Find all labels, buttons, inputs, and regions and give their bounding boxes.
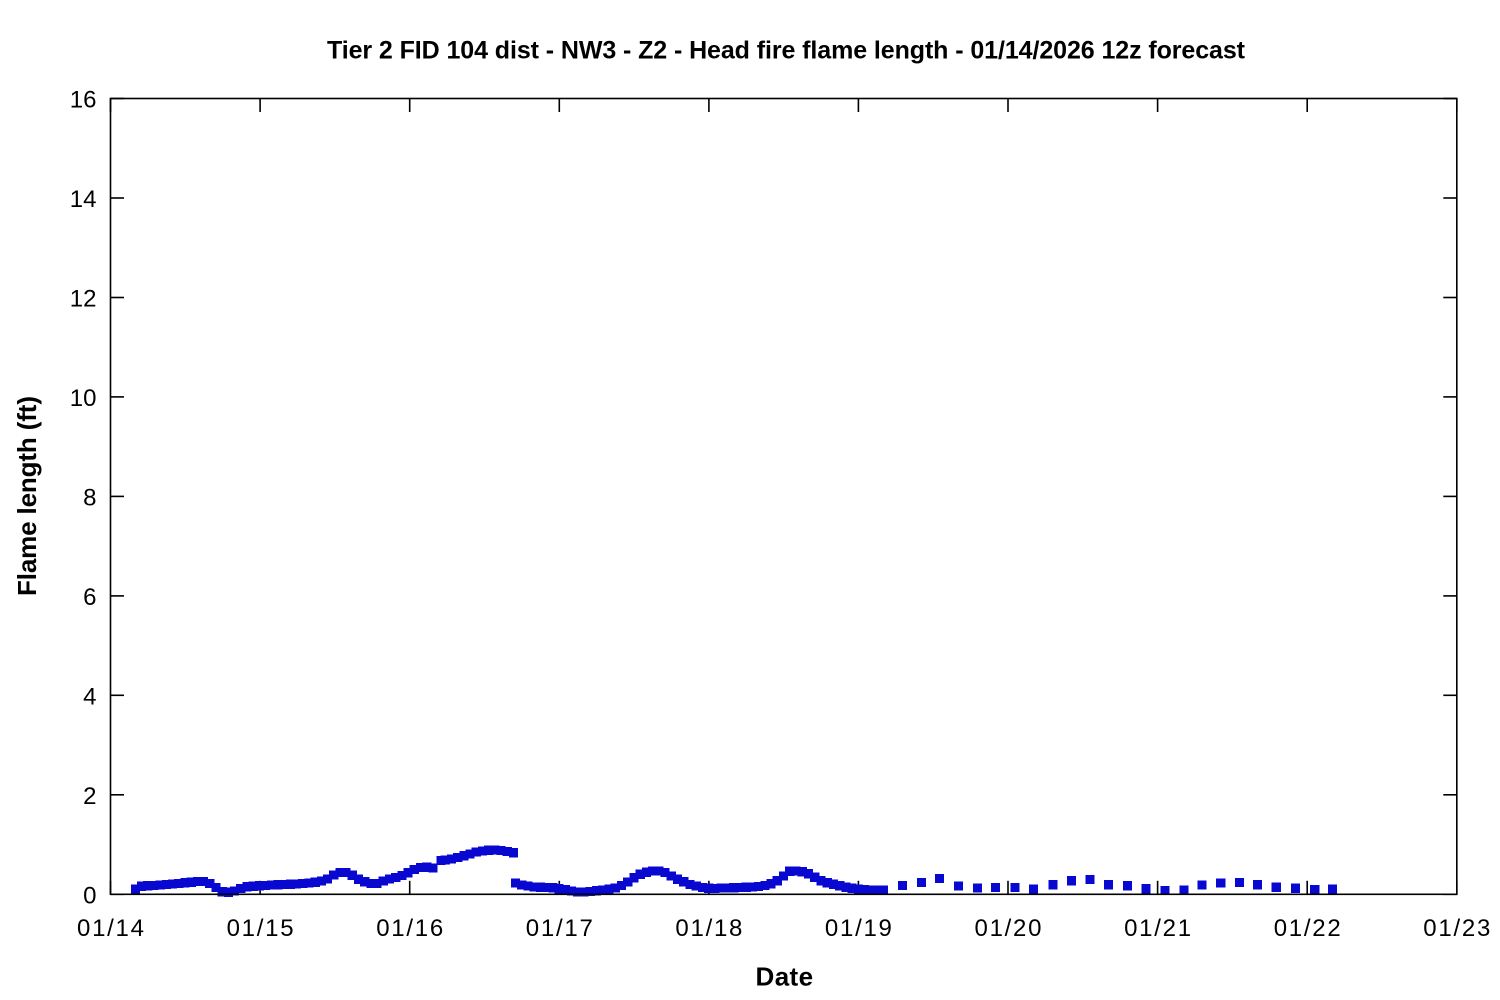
svg-text:12: 12 xyxy=(70,286,97,313)
svg-text:Flame length (ft): Flame length (ft) xyxy=(12,396,42,596)
svg-text:Tier 2 FID 104 dist - NW3 - Z2: Tier 2 FID 104 dist - NW3 - Z2 - Head fi… xyxy=(327,37,1246,65)
svg-text:8: 8 xyxy=(83,484,96,511)
svg-text:01/17: 01/17 xyxy=(526,915,593,942)
svg-text:01/20: 01/20 xyxy=(975,915,1042,942)
svg-text:01/22: 01/22 xyxy=(1274,915,1341,942)
svg-text:01/14: 01/14 xyxy=(77,915,144,942)
svg-text:16: 16 xyxy=(70,87,97,114)
svg-text:6: 6 xyxy=(83,584,96,611)
svg-text:01/19: 01/19 xyxy=(825,915,892,942)
svg-text:0: 0 xyxy=(83,882,96,909)
svg-text:Date: Date xyxy=(756,961,814,991)
svg-text:01/15: 01/15 xyxy=(227,915,294,942)
svg-text:14: 14 xyxy=(70,186,97,213)
svg-text:01/23: 01/23 xyxy=(1423,915,1490,942)
svg-text:4: 4 xyxy=(83,683,96,710)
svg-text:10: 10 xyxy=(70,385,97,412)
svg-text:01/16: 01/16 xyxy=(376,915,443,942)
svg-text:01/21: 01/21 xyxy=(1124,915,1191,942)
svg-text:01/18: 01/18 xyxy=(675,915,742,942)
svg-text:2: 2 xyxy=(83,783,96,810)
